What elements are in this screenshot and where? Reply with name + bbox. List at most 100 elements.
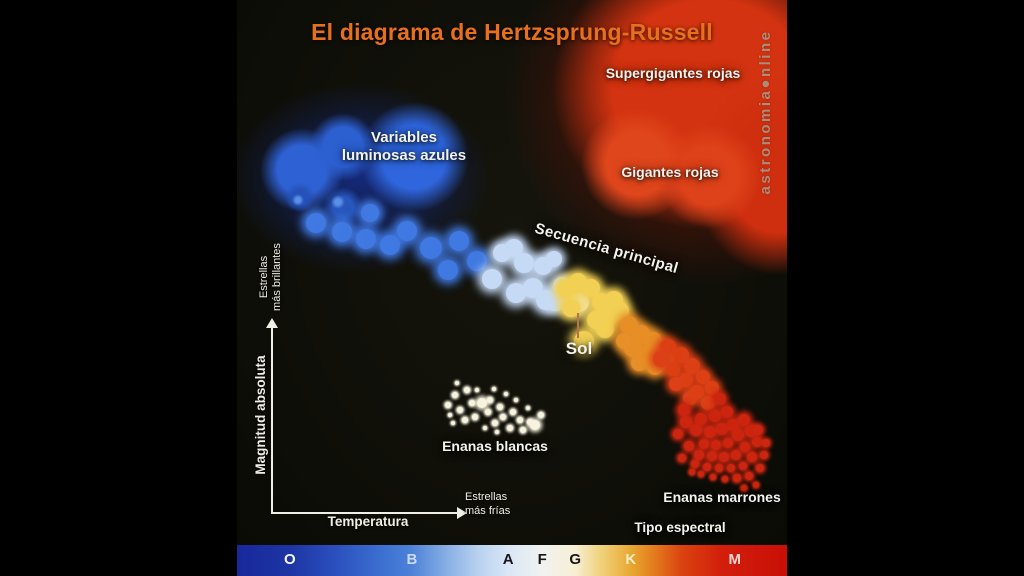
enanas-marrones-star xyxy=(704,426,716,438)
secuencia-principal-blanco-azules-star xyxy=(505,239,523,257)
enanas-blancas-star xyxy=(483,426,487,430)
enanas-marrones-star xyxy=(727,464,735,472)
enanas-marrones-star xyxy=(719,452,729,462)
enanas-marrones-star xyxy=(711,440,721,450)
secuencia-principal-naranjas-star xyxy=(647,359,663,375)
secuencia-principal-naranjas-star xyxy=(616,333,632,349)
enanas-marrones-star xyxy=(703,463,711,471)
secuencia-principal-azules-star xyxy=(361,204,379,222)
enanas-blancas-star xyxy=(462,417,468,423)
enanas-marrones-star xyxy=(678,454,686,462)
enanas-blancas-star xyxy=(487,397,493,403)
secuencia-principal-blanco-azules-star xyxy=(546,293,564,311)
enanas-blancas-star xyxy=(451,421,455,425)
secuencia-principal-blanco-azules-star xyxy=(534,257,552,275)
secuencia-principal-azules-star xyxy=(438,260,458,280)
spectral-class-O: O xyxy=(283,551,296,568)
enanas-marrones-star xyxy=(698,471,704,477)
secuencia-principal-naranjas-star xyxy=(632,325,650,343)
enanas-blancas-star xyxy=(517,417,523,423)
enanas-blancas-star xyxy=(492,420,498,426)
enanas-blancas-star xyxy=(472,414,478,420)
enanas-blancas-star xyxy=(448,413,452,417)
enanas-marrones-star xyxy=(731,450,741,460)
watermark: astronomia●nline xyxy=(757,29,774,195)
enanas-blancas-star xyxy=(514,398,518,402)
spectral-class-M: M xyxy=(728,551,742,568)
secuencia-principal-rojas-star xyxy=(683,391,697,405)
secuencia-principal-rojas-star xyxy=(701,396,715,410)
enanas-blancas-star xyxy=(538,412,544,418)
spectral-class-B: B xyxy=(406,551,418,568)
secuencia-principal-azules-star xyxy=(397,221,417,241)
enanas-blancas-star xyxy=(469,400,475,406)
spectral-class-G: G xyxy=(569,551,582,568)
x-axis-title: Temperatura xyxy=(327,514,409,529)
enanas-marrones-star xyxy=(739,462,747,470)
enanas-marrones-star xyxy=(747,452,757,462)
secuencia-principal-naranjas-star xyxy=(659,353,675,369)
secuencia-principal-blanco-azules-star xyxy=(493,244,511,262)
enanas-blancas-star xyxy=(452,392,458,398)
x-axis-cooler-stars-label: Estrellas más frías xyxy=(465,491,555,518)
secuencia-principal-azules-star xyxy=(467,251,487,271)
enanas-blancas-star xyxy=(457,407,463,413)
enanas-marrones-star xyxy=(753,425,763,435)
y-axis-arrowhead-icon xyxy=(266,318,278,328)
secuencia-principal-rojas-star xyxy=(705,381,719,395)
enanas-blancas-star xyxy=(475,388,479,392)
secuencia-principal-blanco-azules-star xyxy=(536,290,556,310)
secuencia-principal-rojas-star xyxy=(696,370,710,384)
secuencia-principal-azules-star xyxy=(356,229,376,249)
label-variables-line2: luminosas azules xyxy=(341,147,467,164)
enanas-blancas-star xyxy=(477,398,487,408)
diagram-title: El diagrama de Hertzsprung-Russell xyxy=(311,19,713,45)
enanas-marrones-star xyxy=(710,474,716,480)
y-bright-line2: más brillantes xyxy=(271,243,283,311)
enanas-marrones-star xyxy=(715,464,723,472)
enanas-marrones-star xyxy=(689,469,695,475)
secuencia-principal-blanco-azules-star xyxy=(523,278,543,298)
secuencia-principal-amarillas-star xyxy=(587,311,605,329)
label-variables-luminosas-azules: Variables luminosas azules xyxy=(304,129,504,165)
enanas-blancas-star xyxy=(504,392,508,396)
enanas-marrones-star xyxy=(723,438,733,448)
spectral-class-A: A xyxy=(502,551,514,568)
y-axis-brighter-stars-label: Estrellas más brillantes xyxy=(258,235,284,319)
secuencia-principal-rojas-star xyxy=(684,358,700,374)
label-supergigantes-rojas: Supergigantes rojas xyxy=(605,65,741,81)
secuencia-principal-amarillas-star xyxy=(592,293,610,311)
label-tipo-espectral: Tipo espectral xyxy=(634,520,726,535)
enanas-marrones-star xyxy=(721,406,733,418)
secuencia-principal-azules-star xyxy=(380,235,400,255)
secuencia-principal-rojas-star xyxy=(666,362,680,376)
enanas-blancas-star xyxy=(526,406,530,410)
enanas-blancas-star xyxy=(485,409,491,415)
secuencia-principal-blanco-azules-star xyxy=(506,283,526,303)
enanas-marrones-star xyxy=(678,404,690,416)
secuencia-principal-naranjas-star xyxy=(644,332,662,350)
enanas-marrones-star xyxy=(745,425,757,437)
enanas-marrones-star xyxy=(709,410,721,422)
enanas-marrones-star xyxy=(732,429,744,441)
enanas-marrones-star xyxy=(762,439,770,447)
enanas-marrones-star xyxy=(760,451,768,459)
label-gigantes-rojas: Gigantes rojas xyxy=(621,164,719,180)
enanas-marrones-star xyxy=(738,414,750,426)
enanas-blancas-star xyxy=(510,409,516,415)
secuencia-principal-azules-star xyxy=(306,213,326,233)
secuencia-principal-rojas-star xyxy=(660,339,676,355)
enanas-marrones-star xyxy=(745,472,753,480)
enanas-blancas-star xyxy=(527,419,533,425)
secuencia-principal-rojas-star xyxy=(690,385,704,399)
enanas-blancas-star xyxy=(497,404,503,410)
enanas-blancas-star xyxy=(464,387,470,393)
secuencia-principal-rojas-star xyxy=(653,351,669,367)
x-cold-line2: más frías xyxy=(465,504,511,517)
enanas-marrones-star xyxy=(684,441,694,451)
spectral-class-K: K xyxy=(625,551,637,568)
secuencia-principal-blanco-azules-star xyxy=(553,277,571,295)
secuencia-principal-amarillas-star xyxy=(605,291,623,309)
secuencia-principal-rojas-star xyxy=(669,377,683,391)
